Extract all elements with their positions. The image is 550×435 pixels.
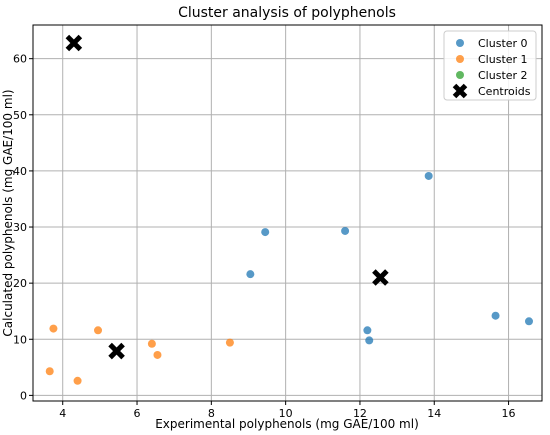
x-axis-label: Experimental polyphenols (mg GAE/100 ml) (155, 417, 419, 431)
cluster-0-point (246, 270, 255, 279)
y-tick-label: 60 (13, 53, 27, 66)
centroids-point (372, 269, 389, 286)
legend: Cluster 0 Cluster 1 Cluster 2 Centroids (443, 30, 537, 101)
y-tick-label: 20 (13, 277, 27, 290)
centroids-point (108, 342, 125, 360)
x-tick-label: 4 (59, 407, 66, 420)
x-tick-label: 16 (502, 407, 516, 420)
data-points (45, 34, 533, 385)
y-tick-label: 50 (13, 109, 27, 122)
x-tick-label: 8 (208, 407, 215, 420)
y-tick-label: 40 (13, 165, 27, 178)
cluster-0-point (491, 311, 500, 320)
cluster-1-point (49, 324, 58, 333)
legend-marker-cluster-2 (456, 71, 464, 79)
cluster-1-point (147, 339, 156, 348)
cluster-1-point (153, 350, 162, 359)
cluster-0-point (524, 317, 533, 326)
cluster-0-point (261, 228, 270, 237)
legend-label-cluster-1: Cluster 1 (478, 53, 528, 66)
legend-marker-cluster-0 (456, 39, 464, 47)
x-tick-label: 14 (427, 407, 441, 420)
x-tick-label: 10 (279, 407, 293, 420)
x-tick-label: 6 (134, 407, 141, 420)
cluster-0-point (424, 171, 433, 180)
cluster-0-point (363, 326, 372, 335)
legend-box (443, 30, 537, 101)
centroids-point (65, 34, 83, 52)
cluster-1-point (94, 326, 103, 335)
legend-marker-cluster-1 (456, 55, 464, 63)
x-tick-label: 12 (353, 407, 367, 420)
y-tick-label: 0 (20, 389, 27, 402)
plot-area (32, 24, 543, 402)
chart-title: Cluster analysis of polyphenols (178, 5, 396, 21)
y-axis-ticks: 0 10 20 30 40 50 60 (13, 53, 33, 402)
y-tick-label: 10 (13, 333, 27, 346)
cluster-0-point (341, 226, 350, 235)
y-axis-label: Calculated polyphenols (mg GAE/100 ml) (1, 89, 15, 336)
cluster-1-point (225, 338, 234, 347)
cluster-0-point (365, 336, 374, 345)
cluster-1-point (73, 376, 82, 385)
legend-label-cluster-2: Cluster 2 (478, 69, 528, 82)
legend-label-cluster-0: Cluster 0 (478, 37, 528, 50)
legend-marker-centroids (452, 83, 468, 99)
legend-label-centroids: Centroids (478, 85, 531, 98)
y-tick-label: 30 (13, 221, 27, 234)
cluster-1-point (45, 367, 54, 376)
x-axis-ticks: 4 6 8 10 12 14 16 (59, 401, 516, 420)
